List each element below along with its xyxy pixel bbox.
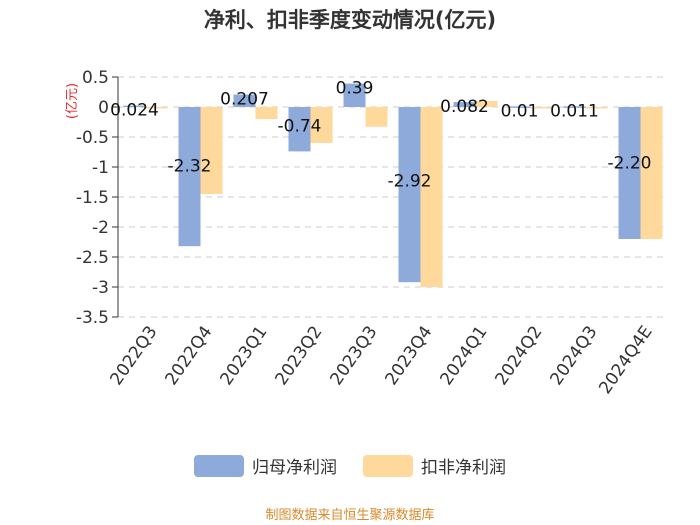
y-tick-label: -1.5 [76, 188, 109, 208]
bar-deducted-profit-2024Q2[interactable] [530, 107, 553, 109]
x-tick-label: 2023Q1 [217, 322, 272, 389]
y-axis-unit: (亿元) [65, 83, 80, 119]
data-label: -2.32 [168, 156, 212, 176]
legend: 归母净利润 扣非净利润 [0, 453, 700, 478]
x-tick-label: 2024Q1 [437, 322, 492, 389]
y-tick-label: -0.5 [76, 128, 109, 148]
data-label: -2.92 [388, 172, 432, 192]
x-tick-label: 2024Q4E [595, 322, 656, 398]
bars [123, 83, 663, 287]
bar-net-profit-2024Q1[interactable] [453, 102, 476, 107]
legend-swatch-deducted-profit [363, 454, 413, 477]
bar-deducted-profit-2023Q2[interactable] [310, 107, 333, 143]
y-axis: 0.5 0 -0.5 -1 -1.5 -2 -2.5 -3 -3.5 [76, 68, 119, 328]
x-tick-label: 2023Q2 [272, 322, 327, 389]
bar-net-profit-2023Q3[interactable] [343, 83, 366, 107]
legend-item-net-profit[interactable]: 归母净利润 [194, 453, 337, 478]
x-tick-label: 2024Q2 [492, 322, 547, 389]
data-label: 0.207 [220, 90, 269, 110]
data-label: 0.082 [440, 97, 489, 117]
bar-deducted-profit-2023Q1[interactable] [255, 107, 278, 119]
bar-deducted-profit-2024Q3[interactable] [585, 107, 608, 109]
y-tick-label: -3.5 [76, 308, 109, 328]
bar-deducted-profit-2023Q4[interactable] [420, 107, 443, 287]
data-labels: 0.024 -2.32 0.207 -0.74 0.39 -2.92 0.082 0.01 0.… [110, 79, 651, 192]
bar-net-profit-2024Q4E[interactable] [618, 107, 641, 239]
y-tick-label: 0.5 [82, 68, 109, 88]
data-label: -0.74 [278, 117, 322, 137]
y-tick-label: -1 [92, 158, 109, 178]
legend-label-deducted-profit: 扣非净利润 [421, 458, 506, 478]
y-tick-label: 0 [98, 98, 109, 118]
bar-deducted-profit-2024Q1[interactable] [475, 101, 498, 107]
x-tick-label: 2022Q3 [107, 322, 162, 389]
bar-net-profit-2022Q3[interactable] [123, 105, 146, 108]
legend-item-deducted-profit[interactable]: 扣非净利润 [363, 453, 506, 478]
x-tick-label: 2022Q4 [162, 322, 217, 389]
bar-net-profit-2024Q3[interactable] [563, 106, 586, 108]
x-axis-ticks: 2022Q3 2022Q4 2023Q1 2023Q2 2023Q3 2023Q4 2024… [107, 322, 657, 398]
data-label: 0.024 [110, 101, 159, 121]
data-label: 0.01 [501, 101, 539, 121]
bar-net-profit-2023Q1[interactable] [233, 94, 256, 107]
bar-deducted-profit-2024Q4E[interactable] [640, 107, 663, 239]
bar-deducted-profit-2023Q3[interactable] [365, 107, 388, 127]
bar-net-profit-2023Q2[interactable] [288, 107, 311, 152]
bar-net-profit-2023Q4[interactable] [398, 107, 421, 283]
bar-net-profit-2024Q2[interactable] [508, 106, 531, 108]
bar-deducted-profit-2022Q3[interactable] [145, 107, 168, 109]
data-label: -2.20 [608, 153, 652, 173]
bar-deducted-profit-2022Q4[interactable] [200, 107, 223, 194]
y-tick-label: -3 [92, 278, 109, 298]
x-tick-label: 2023Q3 [327, 322, 382, 389]
legend-label-net-profit: 归母净利润 [252, 458, 337, 478]
y-tick-label: -2.5 [76, 248, 109, 268]
source-note: 制图数据来自恒生聚源数据库 [265, 508, 435, 523]
x-tick-label: 2023Q4 [382, 322, 437, 389]
legend-swatch-net-profit [194, 454, 244, 477]
data-label: 0.39 [336, 79, 374, 99]
chart-title: 净利、扣非季度变动情况(亿元) [203, 8, 497, 32]
y-tick-label: -2 [92, 218, 109, 238]
x-tick-label: 2024Q3 [547, 322, 602, 389]
bar-net-profit-2022Q4[interactable] [178, 107, 201, 247]
data-label: 0.011 [550, 101, 599, 121]
